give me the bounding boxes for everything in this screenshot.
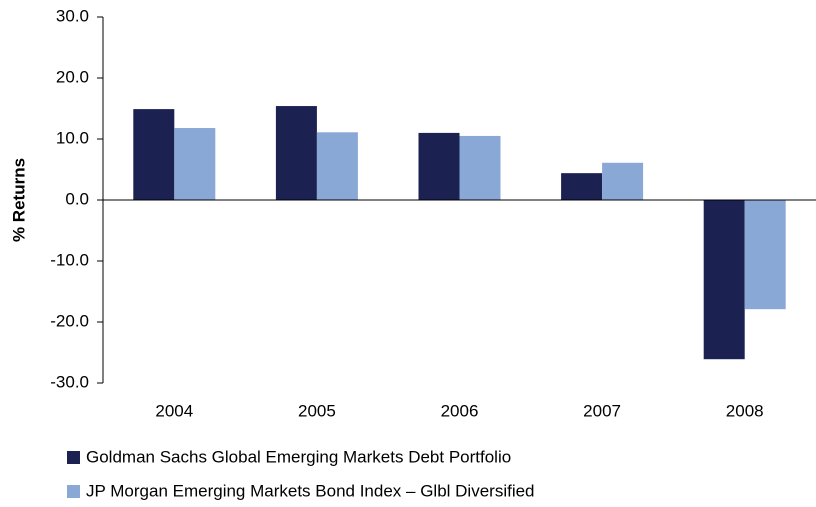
- bar: [275, 106, 317, 200]
- x-tick-label: 2004: [155, 401, 193, 420]
- legend-swatch: [67, 485, 80, 498]
- y-tick-label: 10.0: [56, 128, 89, 147]
- bar: [174, 128, 216, 200]
- y-tick-label: -10.0: [50, 250, 89, 269]
- x-tick-label: 2006: [441, 401, 479, 420]
- y-tick-label: 20.0: [56, 67, 89, 86]
- bar: [602, 162, 644, 200]
- bar: [744, 200, 786, 310]
- legend-label: Goldman Sachs Global Emerging Markets De…: [86, 447, 511, 466]
- bar: [133, 109, 175, 200]
- x-tick-label: 2005: [298, 401, 336, 420]
- y-tick-label: 30.0: [56, 6, 89, 25]
- bar: [459, 135, 501, 200]
- x-tick-label: 2008: [726, 401, 764, 420]
- x-tick-label: 2007: [583, 401, 621, 420]
- bar: [316, 132, 358, 200]
- y-axis-title: % Returns: [9, 158, 28, 242]
- legend-label: JP Morgan Emerging Markets Bond Index – …: [86, 481, 535, 500]
- bar: [418, 132, 460, 200]
- y-tick-label: 0.0: [65, 189, 89, 208]
- y-tick-label: -20.0: [50, 311, 89, 330]
- y-tick-label: -30.0: [50, 372, 89, 391]
- bar: [703, 200, 745, 360]
- legend-swatch: [67, 451, 80, 464]
- bar: [561, 173, 603, 200]
